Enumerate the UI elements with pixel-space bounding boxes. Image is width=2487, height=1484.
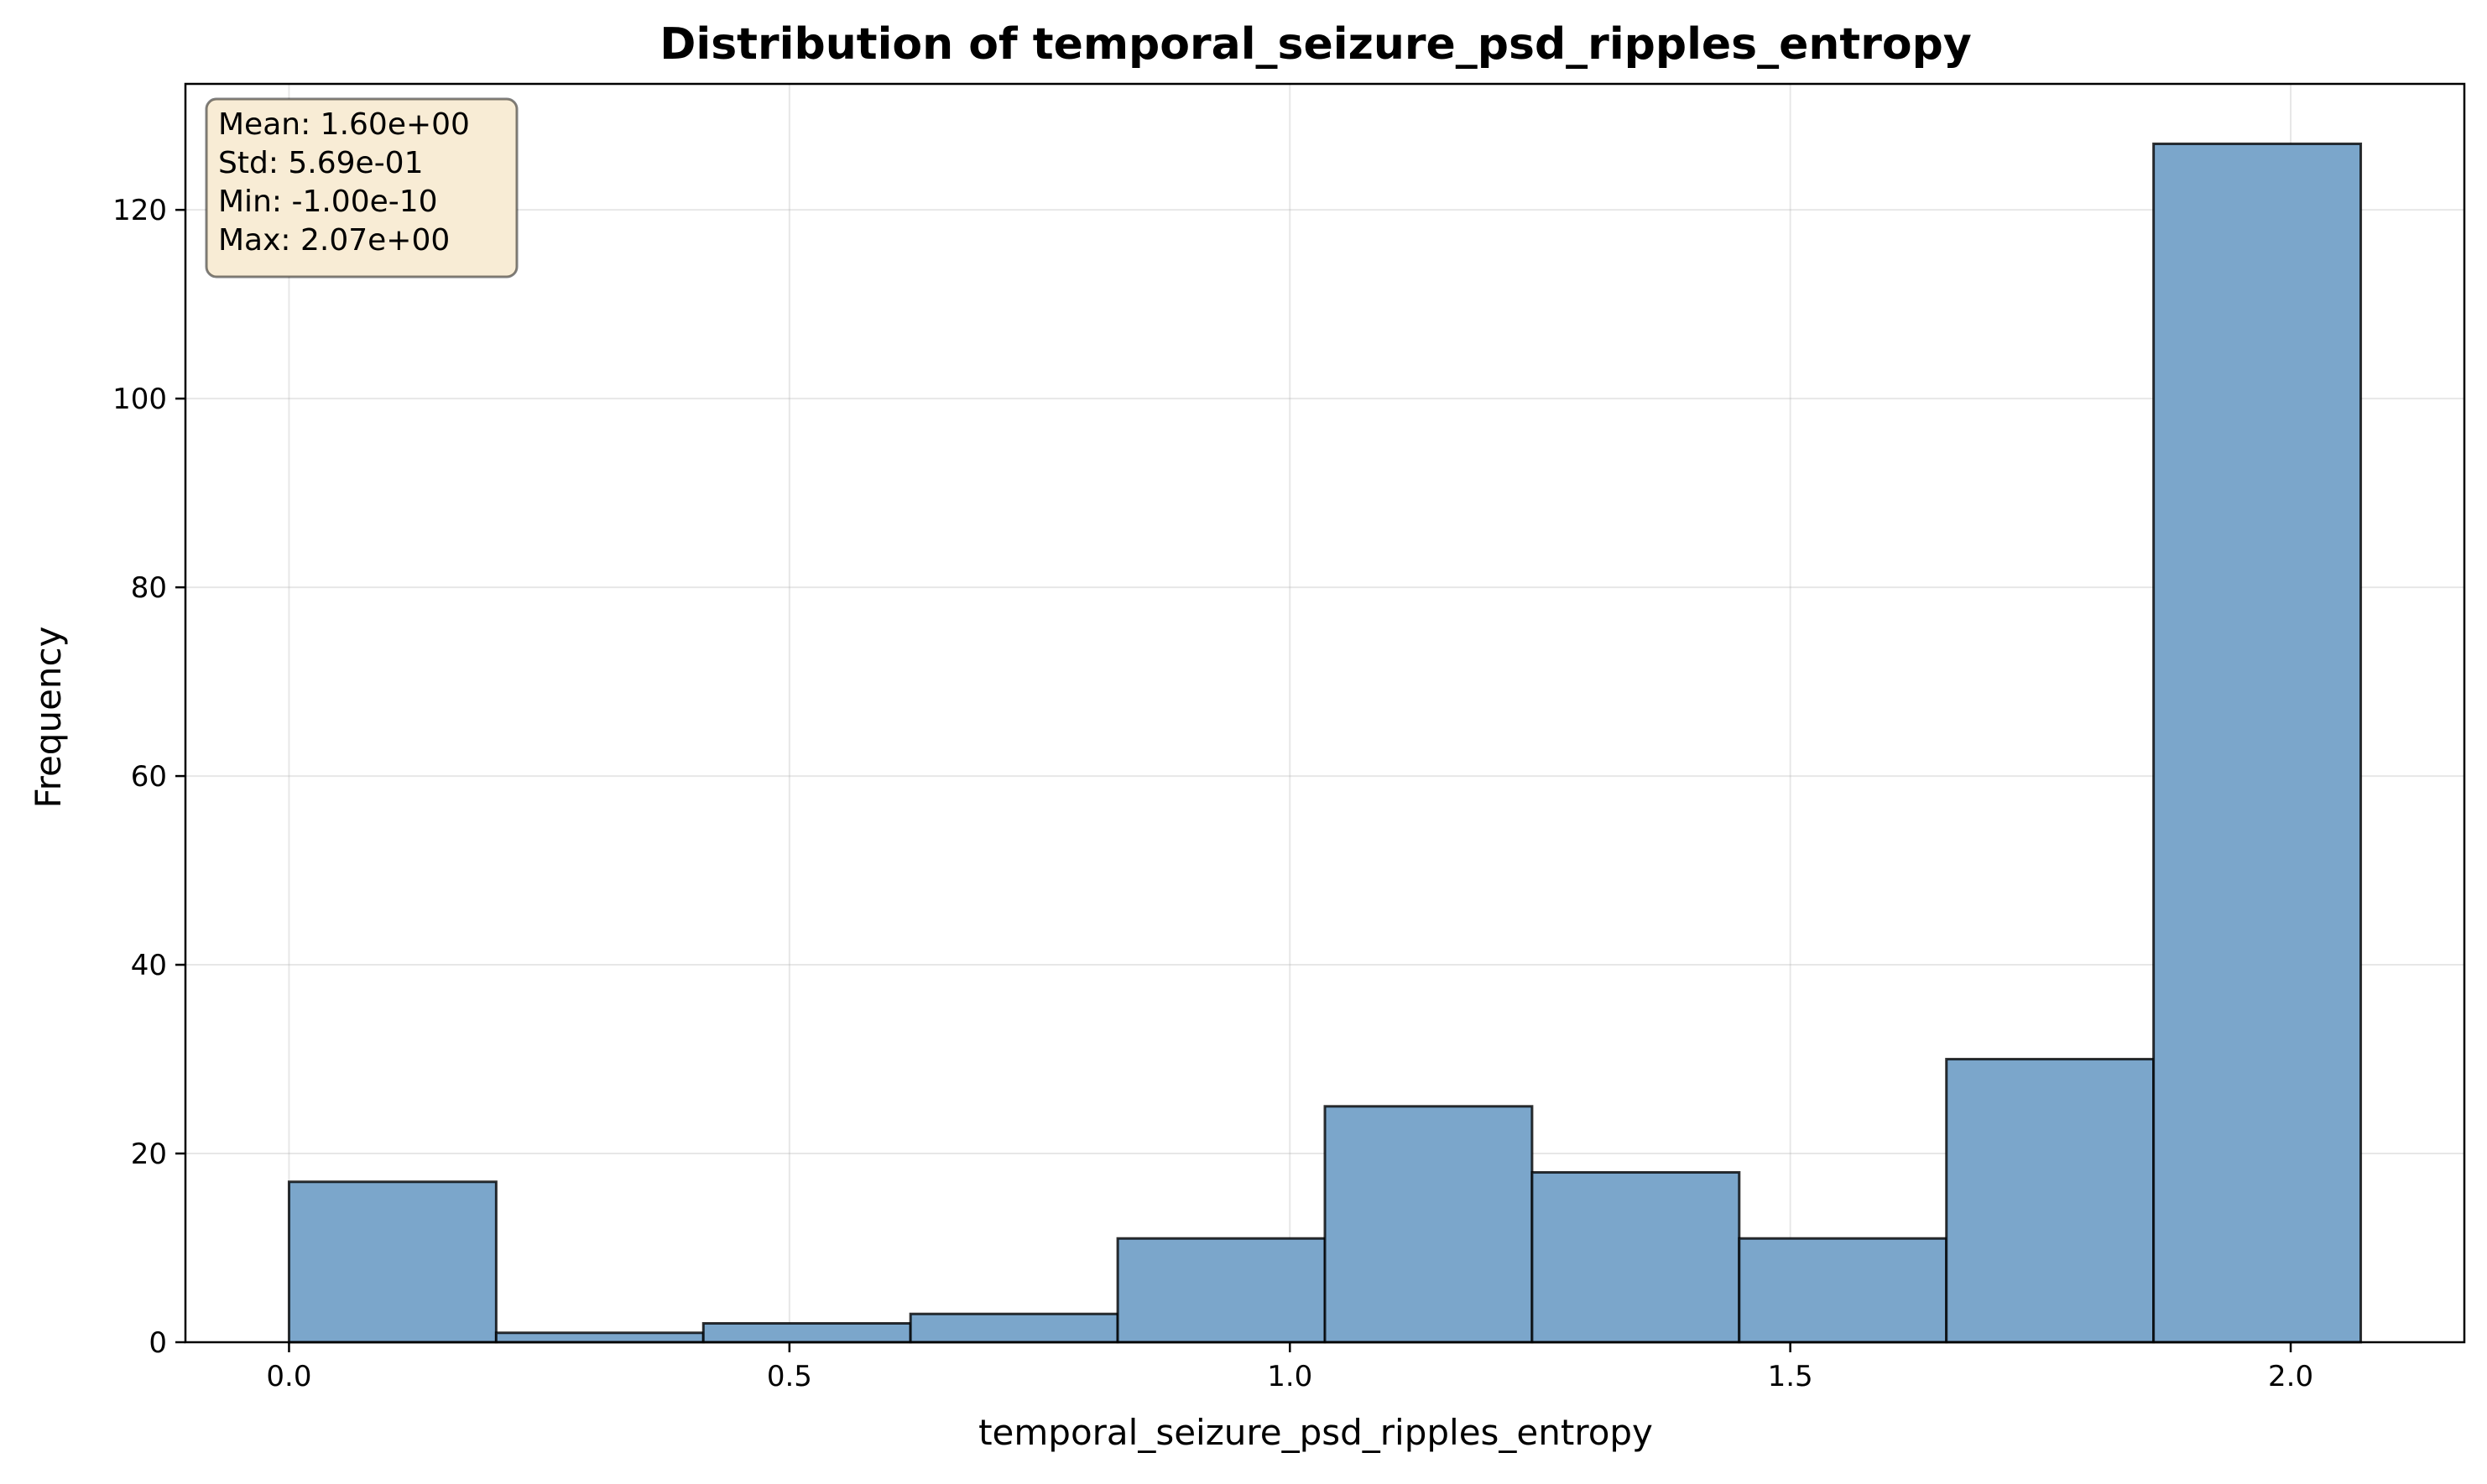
histogram-bar-3 bbox=[909, 1312, 1119, 1344]
histogram-bar-8 bbox=[1945, 1058, 2156, 1344]
stats-std: Std: 5.69e-01 bbox=[218, 146, 424, 180]
stats-min: Min: -1.00e-10 bbox=[218, 185, 438, 219]
x-tick-label-1: 0.5 bbox=[767, 1360, 812, 1393]
stats-max: Max: 2.07e+00 bbox=[218, 223, 450, 258]
y-tick-label-4: 80 bbox=[131, 571, 167, 605]
y-tick-label-5: 100 bbox=[112, 383, 167, 416]
x-tick-label-3: 1.5 bbox=[1768, 1360, 1813, 1393]
histogram-bar-4 bbox=[1116, 1237, 1327, 1344]
histogram-bar-1 bbox=[494, 1331, 705, 1344]
histogram-bar-0 bbox=[287, 1180, 498, 1344]
x-axis-label: temporal_seizure_psd_ripples_entropy bbox=[978, 1412, 1653, 1453]
histogram-bar-7 bbox=[1738, 1237, 1948, 1344]
histogram-bar-6 bbox=[1530, 1171, 1741, 1344]
y-tick-label-6: 120 bbox=[112, 194, 167, 227]
x-tick-label-2: 1.0 bbox=[1267, 1360, 1312, 1393]
y-tick-label-3: 60 bbox=[131, 760, 167, 794]
histogram-bar-5 bbox=[1323, 1105, 1534, 1344]
stats-box: Mean: 1.60e+00 Std: 5.69e-01 Min: -1.00e… bbox=[205, 97, 519, 279]
bars-layer bbox=[287, 142, 2363, 1344]
x-tick-label-0: 0.0 bbox=[266, 1360, 311, 1393]
stats-mean: Mean: 1.60e+00 bbox=[218, 107, 470, 142]
histogram-bar-2 bbox=[701, 1322, 912, 1344]
x-tick-label-4: 2.0 bbox=[2268, 1360, 2313, 1393]
ticks-layer: 0.0 0.5 1.0 1.5 2.0 0 20 40 60 80 100 120 bbox=[112, 194, 2313, 1393]
stats-box-background bbox=[205, 97, 519, 279]
y-axis-label: Frequency bbox=[28, 627, 69, 809]
chart-title: Distribution of temporal_seizure_psd_rip… bbox=[660, 19, 1972, 70]
y-tick-label-0: 0 bbox=[149, 1326, 167, 1360]
y-tick-label-2: 40 bbox=[131, 949, 167, 982]
y-tick-label-1: 20 bbox=[131, 1138, 167, 1171]
histogram-bar-9 bbox=[2152, 142, 2363, 1344]
axes-frame bbox=[184, 82, 2466, 1344]
axes-layer bbox=[184, 82, 2466, 1344]
